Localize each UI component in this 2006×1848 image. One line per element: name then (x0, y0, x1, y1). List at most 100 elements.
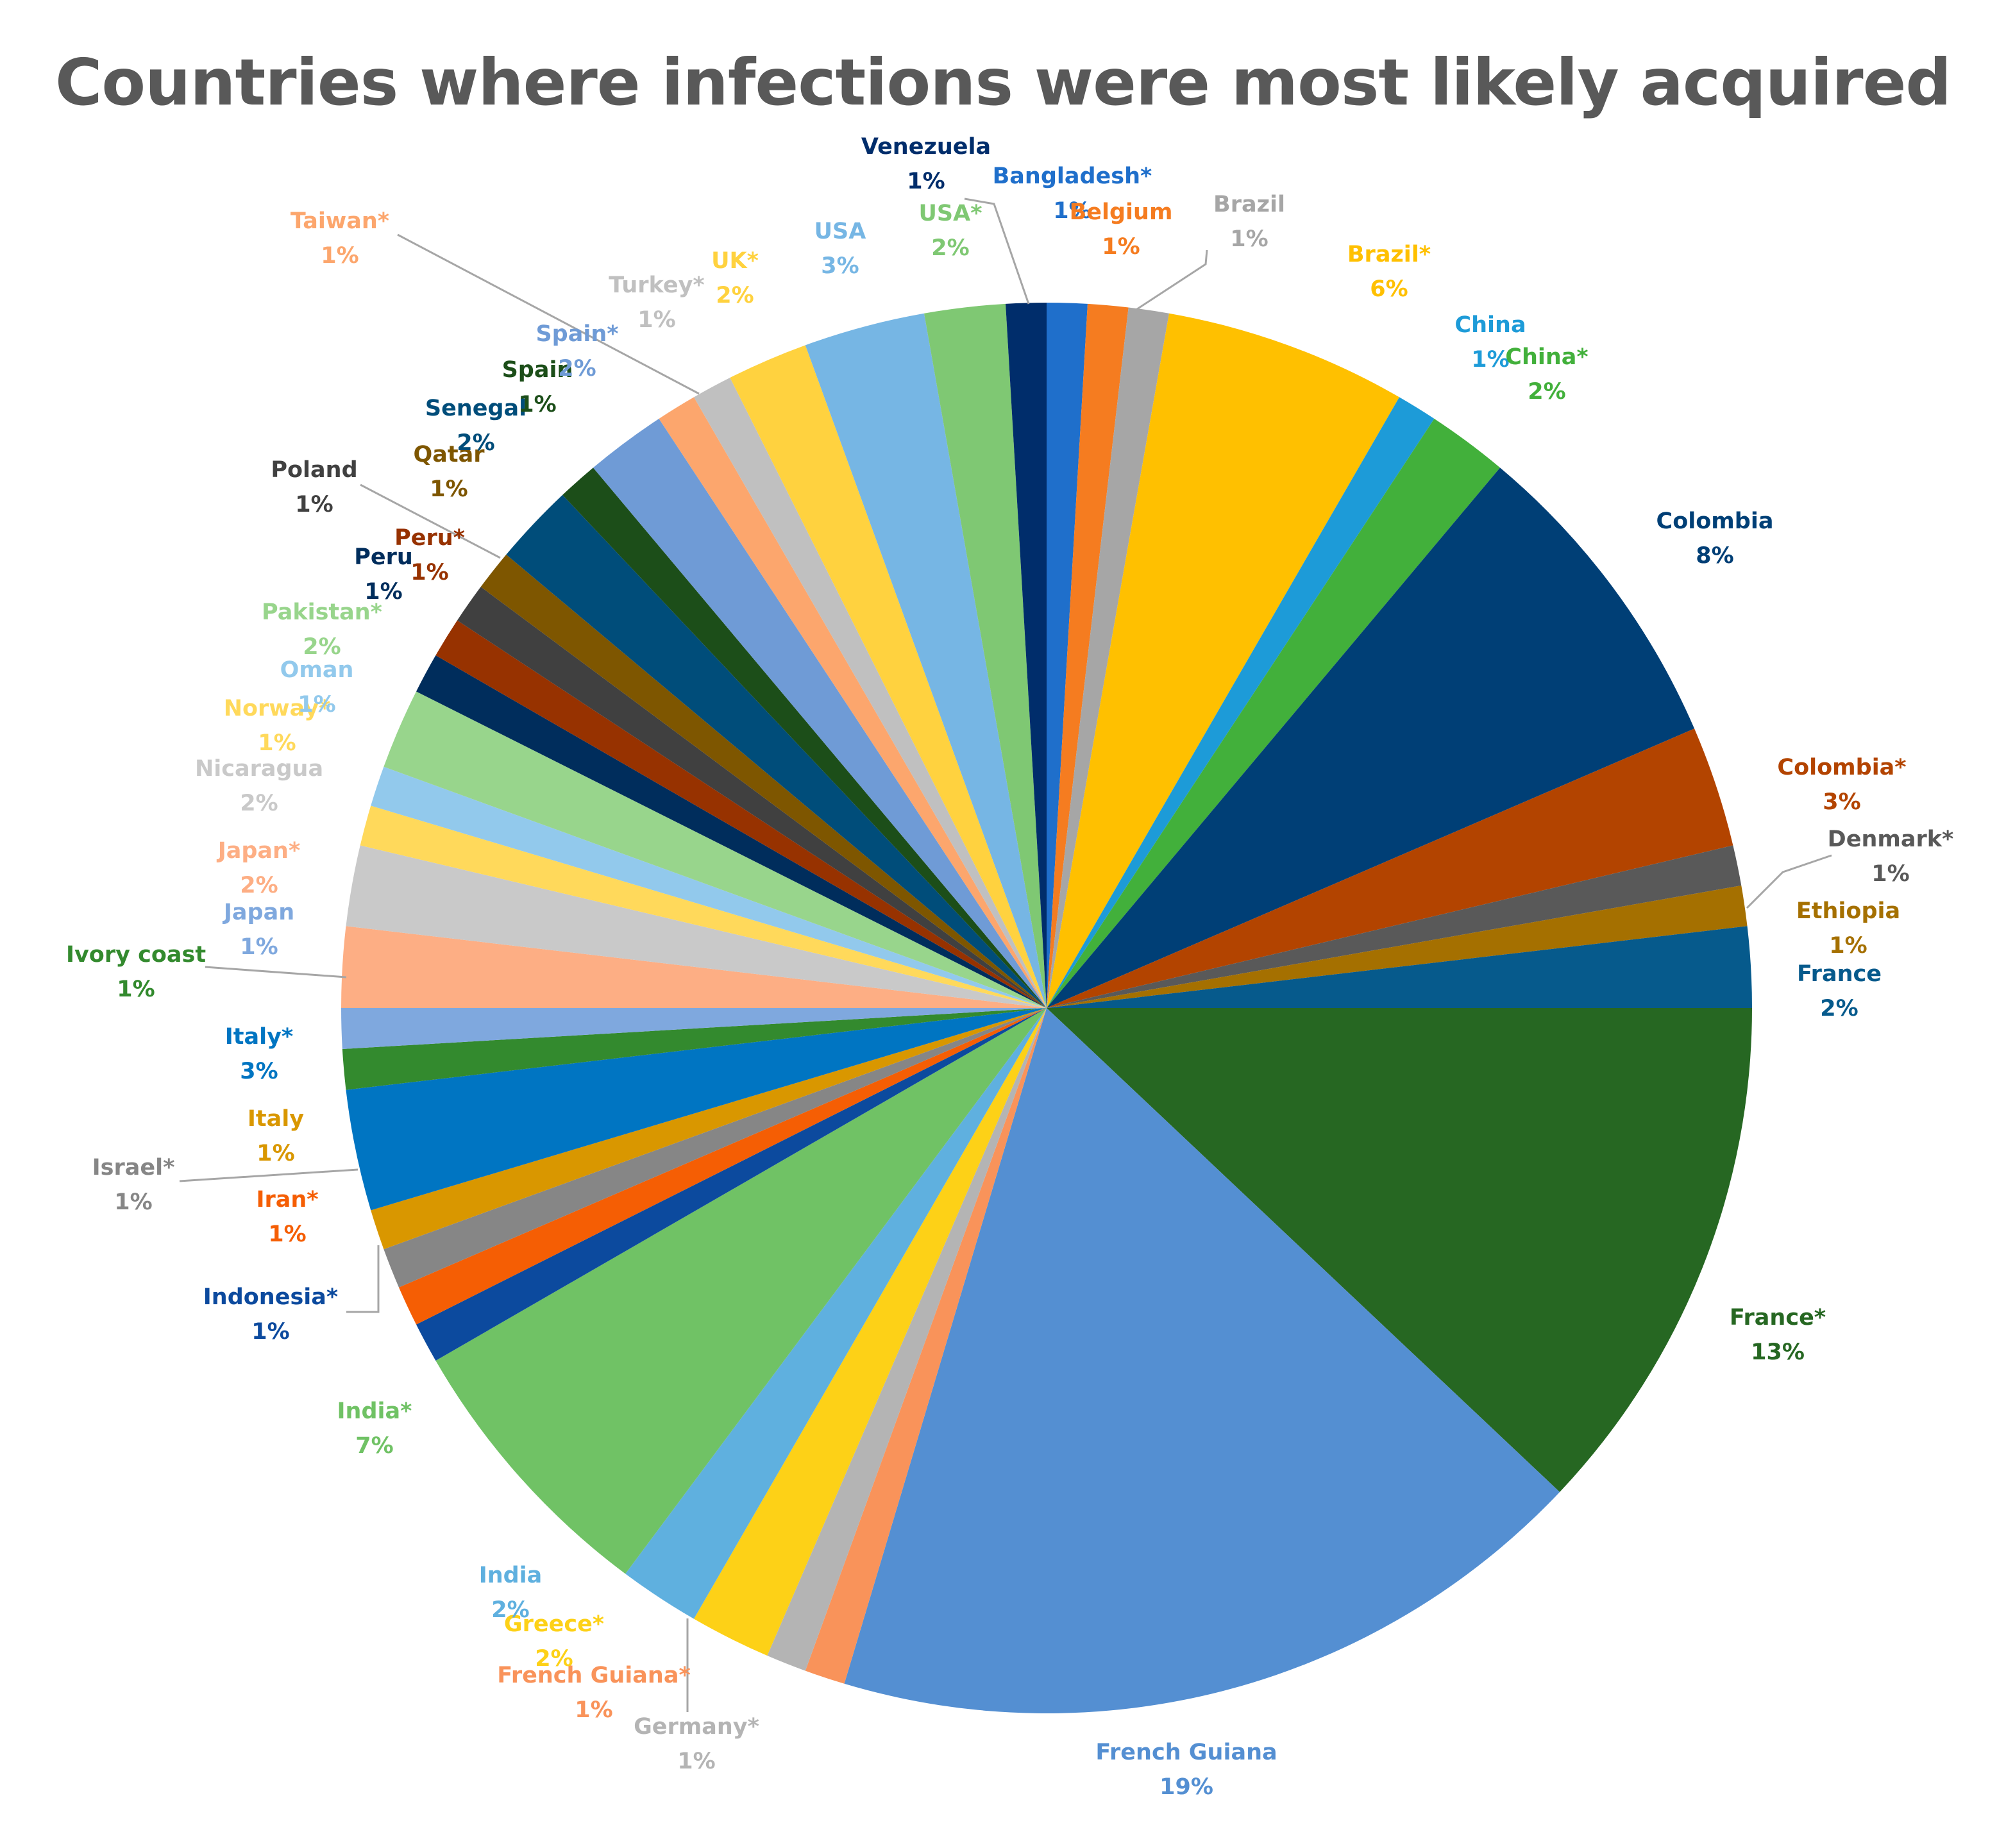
slice-label-name: Denmark* (1828, 827, 1954, 852)
pie-slice-italy (371, 1008, 1047, 1250)
slice-label-china-star: China* 2% (1505, 344, 1588, 405)
slice-label-turkey-star: Turkey* 1% (609, 273, 704, 333)
slice-label-value: 1% (240, 934, 278, 960)
slice-label-value: 1% (1102, 234, 1140, 260)
slice-label-value: 1% (430, 476, 468, 502)
pie-slice-india (625, 1008, 1047, 1619)
slice-label-germany-star: Germany* 1% (634, 1714, 759, 1774)
pie-slice-china (1047, 397, 1435, 1008)
slice-label-italy-star: Italy* 3% (225, 1024, 294, 1084)
slice-label-uk-star: UK* 2% (711, 248, 759, 308)
slice-label-name: Germany* (634, 1714, 759, 1740)
pie-slice-senegal (506, 494, 1047, 1008)
slice-label-name: Pakistan* (262, 600, 382, 625)
slice-label-usa-star: USA* 2% (918, 201, 982, 261)
pie-slice-brazil-star (1047, 313, 1399, 1009)
pie-slice-poland (457, 587, 1047, 1008)
slice-label-name: India (479, 1563, 543, 1588)
slice-label-value: 3% (821, 253, 859, 279)
slice-label-france: France 2% (1797, 961, 1882, 1021)
chart-title: Countries where infections were most lik… (55, 45, 1951, 120)
leader-lines-layer (179, 197, 1832, 1712)
slice-label-senegal: Senegal 2% (425, 396, 527, 456)
pie-slice-iran-star (398, 1008, 1047, 1325)
pie-slice-italy-star (346, 1008, 1047, 1211)
slice-label-value: 7% (355, 1433, 393, 1459)
slice-label-name: Israel* (92, 1155, 175, 1180)
slice-label-name: Spain (502, 357, 573, 383)
slice-label-value: 2% (491, 1597, 529, 1623)
slice-label-value: 2% (931, 235, 969, 261)
slice-label-india-star: India* 7% (337, 1399, 412, 1459)
slice-label-indonesia-star: Indonesia* 1% (203, 1284, 338, 1345)
slice-label-name: Italy (248, 1106, 304, 1132)
slice-label-name: Ivory coast (66, 942, 206, 968)
pie-slice-norway-star (360, 805, 1047, 1008)
pie-slice-germany-star (767, 1008, 1047, 1671)
slice-label-value: 2% (716, 283, 754, 308)
slice-label-name: Senegal (425, 396, 527, 421)
slice-label-colombia-star: Colombia* 3% (1777, 755, 1906, 815)
slice-label-name: Qatar (414, 442, 485, 467)
slice-label-name: Norway* (224, 696, 331, 721)
slice-label-italy: Italy 1% (248, 1106, 304, 1166)
pie-slice-ethiopia (1047, 885, 1748, 1008)
slice-label-name: Colombia (1656, 508, 1774, 534)
slice-label-french-guiana: French Guiana 19% (1095, 1740, 1277, 1800)
slice-label-name: Oman (280, 657, 354, 683)
pie-slice-brazil (1047, 307, 1170, 1009)
slice-label-name: France* (1730, 1305, 1826, 1331)
slice-label-french-guiana-star: French Guiana* 1% (497, 1663, 691, 1723)
pie-slice-peru (416, 655, 1047, 1008)
slice-label-value: 1% (298, 692, 335, 718)
pie-slice-belgium (1047, 303, 1129, 1008)
slice-label-value: 1% (1871, 861, 1909, 887)
pie-slice-spain-star (593, 418, 1047, 1008)
slice-label-israel-star: Israel* 1% (92, 1155, 175, 1215)
slice-label-value: 1% (268, 1222, 306, 1247)
leader-line (360, 483, 501, 559)
slice-label-oman: Oman 1% (280, 657, 354, 718)
slice-label-name: France (1797, 961, 1882, 987)
slice-label-venezuela: Venezuela 1% (861, 134, 991, 194)
slice-label-brazil: Brazil 1% (1213, 192, 1285, 252)
slice-label-name: French Guiana (1095, 1740, 1277, 1765)
pie-slice-usa-star (923, 303, 1047, 1008)
pie-slice-india-star (435, 1008, 1047, 1574)
pie-slice-greece-star (694, 1008, 1047, 1656)
slice-label-name: Bangladesh* (993, 164, 1152, 189)
pie-slice-taiwan-star (659, 397, 1047, 1008)
pie-slice-colombia-star (1047, 728, 1733, 1008)
pie-slice-pakistan-star (384, 691, 1047, 1008)
slice-label-value: 1% (257, 1141, 294, 1166)
slice-label-spain: Spain 1% (502, 357, 573, 417)
slice-label-value: 1% (364, 579, 402, 605)
pie-slice-israel-star (384, 1008, 1047, 1288)
pie-slice-usa (805, 313, 1047, 1009)
slice-label-name: Brazil* (1347, 242, 1431, 267)
pie-slice-france (1047, 926, 1752, 1008)
slice-label-norway-star: Norway* 1% (224, 696, 331, 756)
pie-slice-japan-star (341, 926, 1047, 1008)
slice-label-name: India* (337, 1399, 412, 1424)
slice-label-name: Spain* (535, 321, 618, 347)
pie-slice-indonesia-star (416, 1008, 1047, 1361)
slice-label-name: UK* (711, 248, 759, 274)
pie-slice-french-guiana-star (805, 1008, 1047, 1684)
slice-label-name: USA (814, 219, 866, 244)
slice-label-value: 1% (321, 243, 358, 269)
slice-label-name: Belgium (1070, 199, 1173, 225)
slice-label-value: 1% (1230, 226, 1268, 252)
slice-label-name: Greece* (504, 1611, 604, 1637)
slice-label-china: China 1% (1454, 312, 1526, 373)
pie-slice-china-star (1047, 418, 1501, 1008)
pie-slice-oman (371, 766, 1047, 1008)
slice-label-value: 6% (1370, 276, 1408, 302)
slice-label-value: 2% (457, 430, 494, 456)
leader-line (397, 233, 700, 395)
pie-slice-french-guiana (844, 1008, 1560, 1714)
slice-label-greece-star: Greece* 2% (504, 1611, 604, 1672)
slice-label-value: 2% (1528, 379, 1565, 405)
slice-label-brazil-star: Brazil* 6% (1347, 242, 1431, 302)
